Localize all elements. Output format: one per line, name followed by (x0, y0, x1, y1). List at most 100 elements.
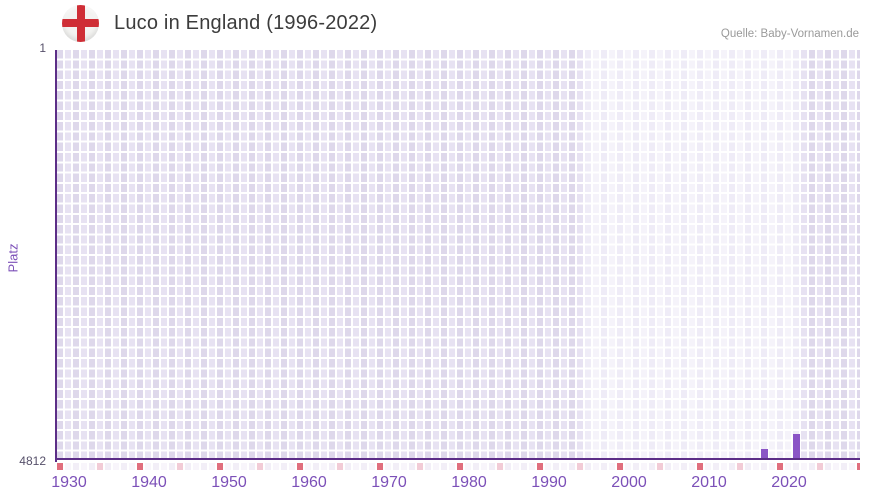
strip-cell (385, 463, 391, 470)
strip-cell (801, 463, 807, 470)
strip-cell (521, 463, 527, 470)
strip-cell (265, 463, 271, 470)
decade-marker-cell (857, 463, 860, 470)
strip-cell (281, 463, 287, 470)
strip-cell (473, 463, 479, 470)
strip-cell (81, 463, 87, 470)
x-tick-label-1990: 1990 (531, 474, 567, 491)
strip-cell (465, 463, 471, 470)
strip-cell (241, 463, 247, 470)
strip-cell (409, 463, 415, 470)
x-tick-label-1940: 1940 (131, 474, 167, 491)
strip-cell (161, 463, 167, 470)
strip-cell (625, 463, 631, 470)
mid-decade-marker-cell (177, 463, 183, 470)
decade-marker-cell (217, 463, 223, 470)
england-flag-icon (62, 4, 99, 42)
x-tick-label-2010: 2010 (691, 474, 727, 491)
x-tick-label-1960: 1960 (291, 474, 327, 491)
x-tick-label-1950: 1950 (211, 474, 247, 491)
strip-cell (689, 463, 695, 470)
strip-cell (289, 463, 295, 470)
strip-cell (809, 463, 815, 470)
strip-cell (529, 463, 535, 470)
strip-cell (825, 463, 831, 470)
decade-marker-cell (377, 463, 383, 470)
strip-cell (553, 463, 559, 470)
strip-cell (153, 463, 159, 470)
rank-bar-2022 (793, 434, 800, 459)
mid-decade-marker-cell (97, 463, 103, 470)
strip-cell (121, 463, 127, 470)
strip-cell (505, 463, 511, 470)
strip-cell (113, 463, 119, 470)
strip-cell (753, 463, 759, 470)
y-axis-best-rank-label: 1 (39, 41, 46, 55)
strip-cell (665, 463, 671, 470)
strip-cell (545, 463, 551, 470)
strip-cell (345, 463, 351, 470)
strip-cell (641, 463, 647, 470)
y-axis-title: Platz (5, 243, 21, 273)
mid-decade-marker-cell (577, 463, 583, 470)
strip-cell (849, 463, 855, 470)
strip-cell (681, 463, 687, 470)
strip-cell (441, 463, 447, 470)
strip-cell (209, 463, 215, 470)
strip-cell (249, 463, 255, 470)
strip-cell (481, 463, 487, 470)
strip-cell (601, 463, 607, 470)
strip-cell (169, 463, 175, 470)
strip-cell (561, 463, 567, 470)
strip-cell (761, 463, 767, 470)
strip-cell (129, 463, 135, 470)
mid-decade-marker-cell (737, 463, 743, 470)
strip-cell (513, 463, 519, 470)
strip-cell (89, 463, 95, 470)
x-axis-line (55, 458, 860, 460)
chart-title: Luco in England (1996-2022) (114, 12, 378, 34)
x-tick-label-1970: 1970 (371, 474, 407, 491)
strip-cell (425, 463, 431, 470)
decade-marker-cell (457, 463, 463, 470)
strip-cell (569, 463, 575, 470)
strip-cell (273, 463, 279, 470)
strip-cell (705, 463, 711, 470)
strip-cell (633, 463, 639, 470)
y-axis-line (55, 50, 57, 462)
strip-cell (65, 463, 71, 470)
strip-cell (833, 463, 839, 470)
strip-cell (321, 463, 327, 470)
strip-cell (649, 463, 655, 470)
plot-area (55, 50, 860, 462)
mid-decade-marker-cell (337, 463, 343, 470)
y-axis-worst-rank-label: 4812 (19, 454, 46, 468)
decade-marker-cell (137, 463, 143, 470)
strip-cell (193, 463, 199, 470)
x-tick-label-2000: 2000 (611, 474, 647, 491)
x-tick-label-1930: 1930 (51, 474, 87, 491)
decade-marker-cell (697, 463, 703, 470)
decade-marker-cell (57, 463, 63, 470)
strip-cell (721, 463, 727, 470)
mid-decade-marker-cell (497, 463, 503, 470)
decade-marker-strip (57, 463, 860, 470)
x-tick-label-1980: 1980 (451, 474, 487, 491)
chart-header: Luco in England (1996-2022) (62, 4, 377, 42)
strip-cell (393, 463, 399, 470)
strip-cell (313, 463, 319, 470)
decade-marker-cell (537, 463, 543, 470)
strip-cell (185, 463, 191, 470)
strip-cell (329, 463, 335, 470)
strip-cell (233, 463, 239, 470)
strip-cell (729, 463, 735, 470)
horizontal-gridlines (57, 50, 860, 460)
strip-cell (361, 463, 367, 470)
strip-cell (449, 463, 455, 470)
mid-decade-marker-cell (417, 463, 423, 470)
source-attribution: Quelle: Baby-Vornamen.de (720, 28, 859, 40)
strip-cell (745, 463, 751, 470)
strip-cell (841, 463, 847, 470)
strip-cell (489, 463, 495, 470)
